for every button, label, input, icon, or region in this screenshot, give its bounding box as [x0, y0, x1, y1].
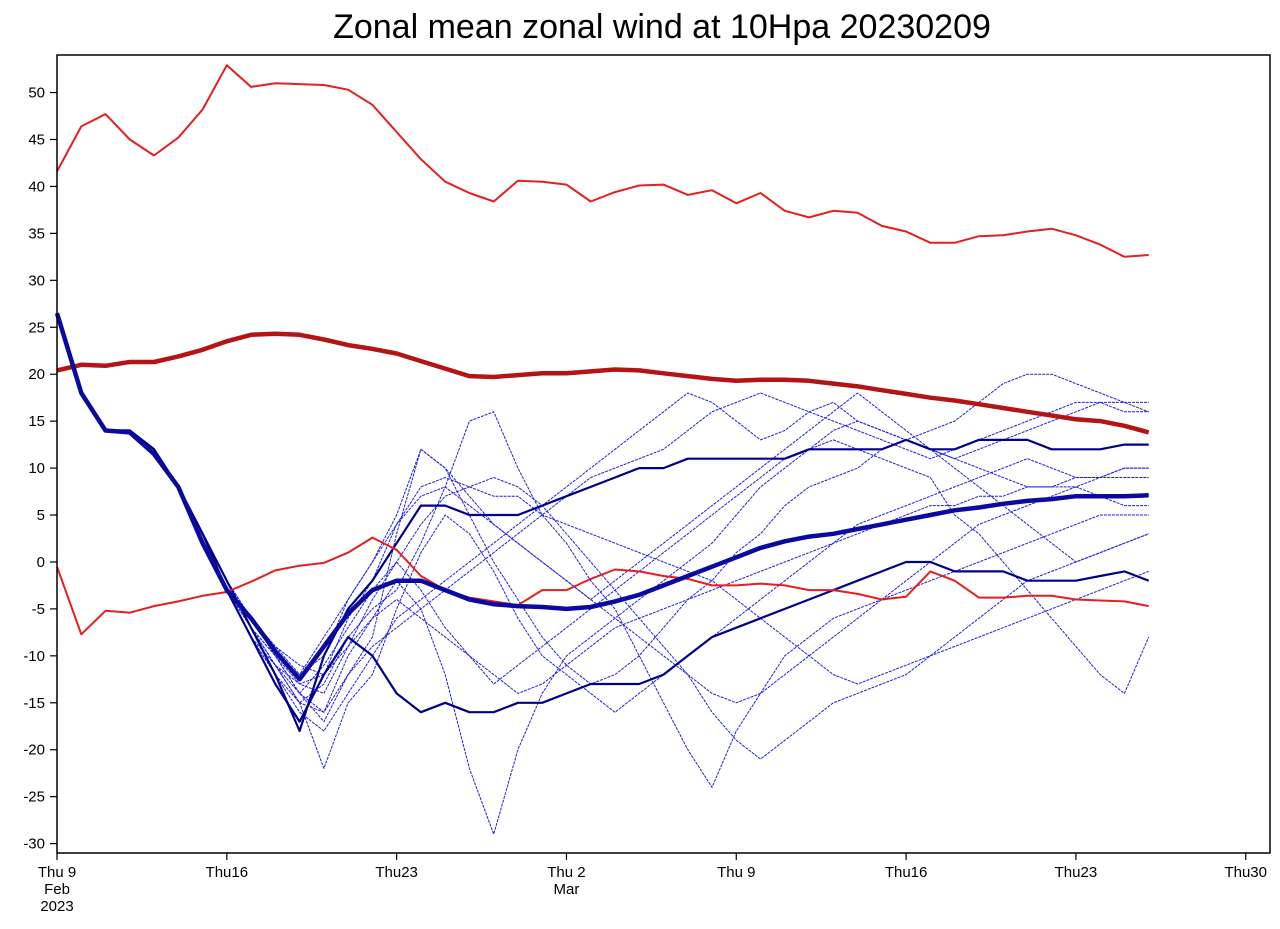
y-tick-label: -15 [23, 695, 45, 712]
x-tick-label: Mar [554, 881, 580, 898]
plot-frame [56, 54, 1271, 854]
x-tick-label: 2023 [40, 898, 73, 915]
ensemble-member-line [56, 313, 1149, 685]
ensemble-member-line [56, 313, 1149, 835]
climate-min-line [56, 536, 1149, 636]
y-tick-label: -25 [23, 789, 45, 806]
x-tick-label: Thu 9 [717, 864, 755, 881]
ensemble-member-line [56, 313, 1149, 676]
x-tick-label: Feb [44, 881, 70, 898]
y-tick-label: 50 [28, 85, 45, 102]
x-tick-label: Thu30 [1224, 864, 1267, 881]
axes: -30 -25 -20 -15 -10 -5 0 5 10 15 20 25 30 35 40 45 50 Thu… [23, 54, 1271, 915]
ensemble-mean-line [54, 312, 1149, 682]
x-tick-label: Thu 9 [38, 864, 76, 881]
y-tick-label: 35 [28, 225, 45, 242]
y-tick-label: 15 [28, 413, 45, 430]
ensemble-member-line [56, 313, 1150, 694]
y-tick-label: 30 [28, 272, 45, 289]
x-tick-label: Thu23 [1055, 864, 1098, 881]
series-layer [54, 64, 1150, 835]
ensemble-member-line [56, 313, 1149, 788]
y-tick-label: -20 [23, 742, 45, 759]
y-tick-label: 0 [37, 554, 45, 571]
y-tick-label: -5 [32, 601, 45, 618]
ensemble-member-line [56, 313, 1149, 713]
y-tick-label: 45 [28, 131, 45, 148]
y-tick-label: 40 [28, 178, 45, 195]
x-tick-label: Thu 2 [547, 864, 585, 881]
y-tick-label: 10 [28, 460, 45, 477]
y-tick-label: 25 [28, 319, 45, 336]
chart-title: Zonal mean zonal wind at 10Hpa 20230209 [333, 8, 991, 46]
ensemble-member-line [56, 313, 1149, 723]
y-tick-label: 20 [28, 366, 45, 383]
climate-max-line [56, 64, 1149, 258]
ensemble-member-line [56, 313, 1149, 760]
y-tick-label: -10 [23, 648, 45, 665]
y-tick-label: -30 [23, 836, 45, 853]
x-tick-label: Thu23 [375, 864, 418, 881]
climate-mean-line [56, 331, 1150, 435]
ensemble-member-line [56, 313, 1149, 694]
x-tick-label: Thu16 [885, 864, 928, 881]
y-tick-label: 5 [37, 507, 45, 524]
x-tick-label: Thu16 [206, 864, 249, 881]
highlight-member-line [55, 312, 1150, 723]
